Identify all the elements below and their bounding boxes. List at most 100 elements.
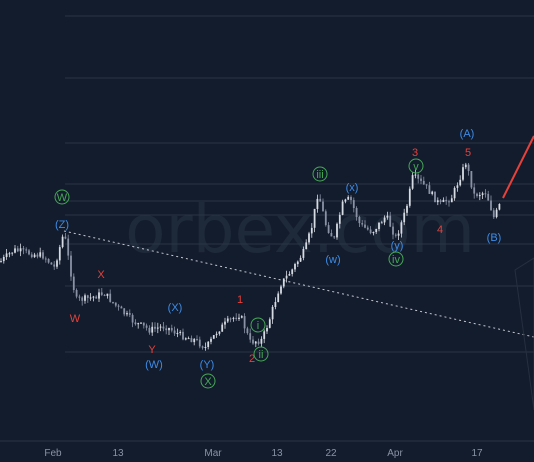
candle-body xyxy=(285,275,288,279)
candle-body xyxy=(327,225,330,233)
candle-body xyxy=(308,233,310,243)
candle-body xyxy=(316,198,319,209)
wave-label: (w) xyxy=(325,254,340,266)
wave-label: 1 xyxy=(237,294,243,306)
candle-body xyxy=(322,201,324,212)
candle-body xyxy=(89,297,92,299)
candle-body xyxy=(341,201,344,215)
candle-body xyxy=(456,185,459,188)
candle-body xyxy=(182,331,184,340)
candle-body xyxy=(142,322,145,326)
wave-label: iv xyxy=(392,254,400,266)
wave-label-ring xyxy=(408,158,424,174)
candle-body xyxy=(36,254,39,257)
candle-body xyxy=(190,338,193,343)
candle-body xyxy=(72,276,75,290)
candle-body xyxy=(257,341,260,344)
candle-body xyxy=(240,316,243,318)
candle-body xyxy=(148,327,151,333)
candle-body xyxy=(319,198,322,202)
wave-label: (y) xyxy=(391,240,404,252)
wave-label: (x) xyxy=(346,182,359,194)
candle-body xyxy=(252,339,254,344)
candle-body xyxy=(8,253,11,255)
wave-label-ring xyxy=(54,189,70,205)
tick-label: 22 xyxy=(325,448,337,459)
candle-body xyxy=(173,330,176,334)
candle-body xyxy=(165,328,168,331)
candle-body xyxy=(137,323,140,325)
candle-body xyxy=(179,331,182,333)
tick-label: Feb xyxy=(44,448,62,459)
candle-body xyxy=(383,217,386,223)
candle-body xyxy=(299,257,302,262)
candle-body xyxy=(198,339,201,347)
projection-arrow xyxy=(502,135,534,199)
candle-body xyxy=(100,292,103,295)
candle-body xyxy=(313,208,316,228)
candle-body xyxy=(358,217,361,224)
candle-body xyxy=(204,347,207,348)
candle-body xyxy=(288,274,291,276)
candle-body xyxy=(268,319,271,328)
candle-body xyxy=(282,278,285,287)
candle-body xyxy=(333,236,336,238)
projection-triangle xyxy=(514,257,534,411)
candle-body xyxy=(78,296,81,298)
candle-body xyxy=(420,178,422,181)
candle-body xyxy=(254,341,257,344)
tick-label: Apr xyxy=(387,448,403,459)
candle-body xyxy=(2,257,5,262)
candle-body xyxy=(193,339,196,343)
candle-body xyxy=(16,248,19,252)
candle-body xyxy=(42,252,44,259)
candle-body xyxy=(134,322,137,325)
candle-body xyxy=(58,247,61,261)
candle-body xyxy=(70,255,72,277)
candle-body xyxy=(28,250,30,255)
candle-body xyxy=(431,191,434,194)
candle-body xyxy=(417,174,420,179)
candle-body xyxy=(120,306,123,309)
candle-body xyxy=(0,261,2,263)
candle-body xyxy=(168,328,170,331)
candle-body xyxy=(459,179,462,186)
candle-body xyxy=(196,339,198,340)
candle-body xyxy=(156,327,159,329)
candle-body xyxy=(11,252,14,254)
wave-label: iii xyxy=(316,169,323,181)
candle-body xyxy=(330,233,333,237)
watermark: orbex.com xyxy=(125,191,475,268)
x-axis-ticks: Feb 13 Mar 13 22 Apr 17 xyxy=(44,448,483,459)
wave-label: (B) xyxy=(487,232,502,244)
candle-body xyxy=(210,338,212,342)
candle-body xyxy=(450,198,453,203)
candle-body xyxy=(140,322,142,324)
tick-label: 13 xyxy=(271,448,283,459)
candle-body xyxy=(47,258,50,263)
candle-body xyxy=(361,223,364,225)
candle-body xyxy=(92,296,95,298)
candle-body xyxy=(30,254,33,258)
candle-body xyxy=(344,199,347,202)
candle-body xyxy=(473,187,476,194)
candle-body xyxy=(25,249,28,251)
wave-label-ring xyxy=(253,346,269,362)
candle-body xyxy=(347,196,350,200)
candle-body xyxy=(305,242,308,249)
candle-body xyxy=(154,326,156,329)
candle-body xyxy=(162,326,165,329)
candle-body xyxy=(176,333,179,334)
candle-body xyxy=(462,167,464,180)
candle-body xyxy=(291,269,294,274)
wave-label: (X) xyxy=(168,302,183,314)
candle-body xyxy=(403,212,406,223)
candle-body xyxy=(229,318,232,320)
candle-body xyxy=(263,331,266,339)
candle-body xyxy=(467,164,470,171)
candle-body xyxy=(50,262,53,265)
candle-body xyxy=(442,199,445,202)
candle-body xyxy=(352,200,355,208)
candle-body xyxy=(366,227,369,230)
